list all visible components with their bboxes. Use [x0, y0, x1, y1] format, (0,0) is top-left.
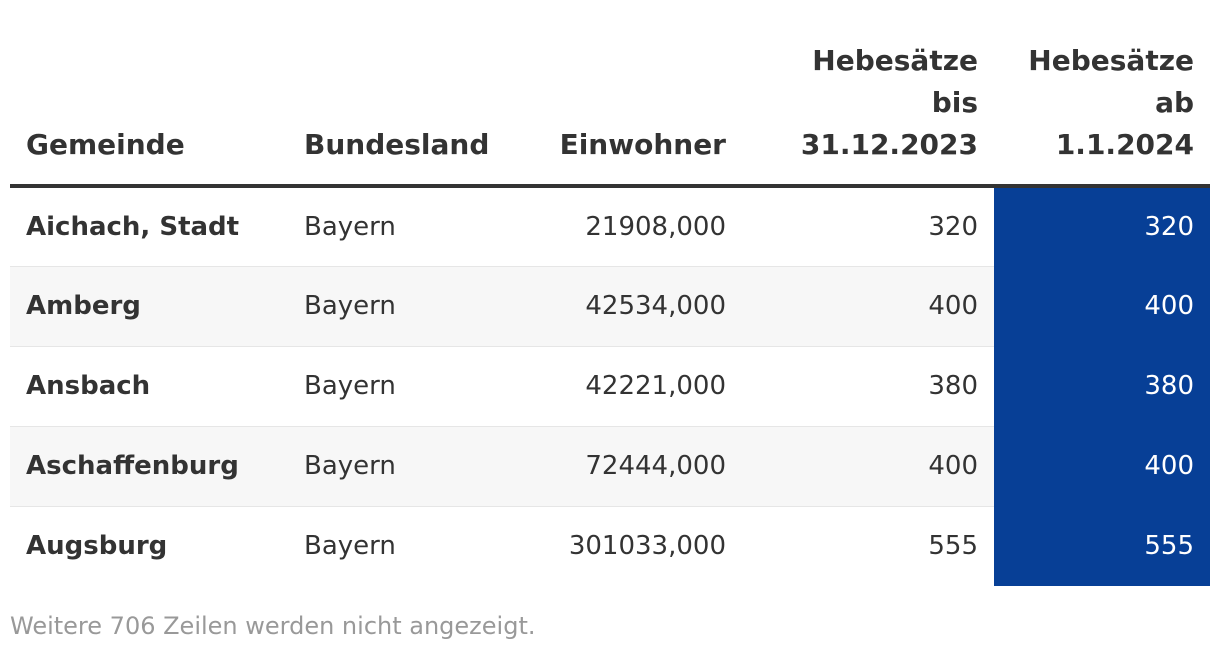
cell-hebesaetze-bis: 400 [742, 426, 994, 507]
column-header-hebesaetze-ab[interactable]: Hebesätze ab 1.1.2024 [994, 0, 1210, 188]
data-table: Gemeinde Bundesland Einwohner Hebesätze … [10, 0, 1210, 586]
column-header-bundesland[interactable]: Bundesland [288, 0, 489, 188]
cell-hebesaetze-bis: 555 [928, 531, 978, 562]
cell-hebesaetze-bis: 320 [742, 186, 994, 267]
header-row: Gemeinde Bundesland Einwohner Hebesätze … [10, 0, 1210, 188]
table-row: Aschaffenburg Bayern 72444,000 400 400 [10, 426, 1210, 507]
cell-bundesland: Bayern [288, 266, 476, 347]
cell-gemeinde: Ansbach [10, 346, 288, 427]
header-line: 31.12.2023 [800, 128, 978, 161]
table-header: Gemeinde Bundesland Einwohner Hebesätze … [10, 0, 1210, 188]
cell-hebesaetze-ab: 555 [994, 506, 1210, 586]
cell-gemeinde: Aschaffenburg [10, 426, 288, 507]
cell-hebesaetze-ab: 320 [994, 186, 1210, 267]
cell-einwohner: 301033,000 [568, 531, 726, 562]
cell-bundesland: Bayern [288, 346, 476, 427]
column-header-gemeinde[interactable]: Gemeinde [10, 0, 288, 188]
cell-bundesland: Bayern [288, 186, 476, 267]
cell-hebesaetze-bis: 400 [742, 266, 994, 347]
cell-gemeinde: Augsburg [26, 531, 168, 562]
cell-hebesaetze-ab: 400 [994, 266, 1210, 347]
column-header-einwohner[interactable]: Einwohner [476, 0, 742, 188]
cell-hebesaetze-bis: 380 [742, 346, 994, 427]
cell-gemeinde: Amberg [10, 266, 288, 347]
table-row: Aichach, Stadt Bayern 21908,000 320 320 [10, 186, 1210, 267]
data-table-container: Gemeinde Bundesland Einwohner Hebesätze … [10, 0, 1210, 586]
cell-bundesland: Bayern [288, 426, 476, 507]
cell-einwohner: 72444,000 [476, 426, 742, 507]
cell-hebesaetze-ab: 380 [994, 346, 1210, 427]
cell-bundesland: Bayern [304, 531, 396, 562]
table-body: Aichach, Stadt Bayern 21908,000 320 320 … [10, 186, 1210, 586]
header-line: Hebesätze [812, 44, 978, 77]
cell-hebesaetze-ab: 400 [994, 426, 1210, 507]
table-row: Augsburg Bayern 301033,000 555 555 [10, 506, 1210, 586]
table-footer-note: Weitere 706 Zeilen werden nicht angezeig… [10, 612, 536, 640]
cell-einwohner: 42534,000 [476, 266, 742, 347]
header-line: ab [1155, 86, 1194, 119]
cell-gemeinde: Aichach, Stadt [10, 186, 288, 267]
table-row: Amberg Bayern 42534,000 400 400 [10, 266, 1210, 347]
header-line: 1.1.2024 [1055, 128, 1194, 161]
column-header-hebesaetze-bis[interactable]: Hebesätze bis 31.12.2023 [742, 0, 994, 188]
cell-einwohner: 42221,000 [476, 346, 742, 427]
table-row: Ansbach Bayern 42221,000 380 380 [10, 346, 1210, 427]
header-line: Hebesätze [1028, 44, 1194, 77]
header-line: bis [931, 86, 978, 119]
cell-einwohner: 21908,000 [476, 186, 742, 267]
